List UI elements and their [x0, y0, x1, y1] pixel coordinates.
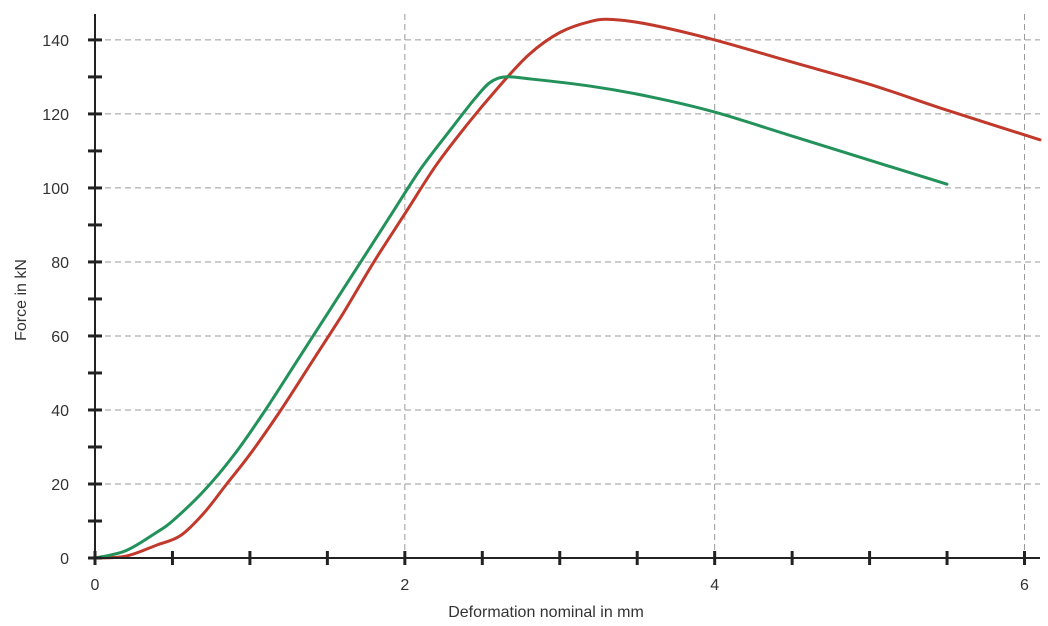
y-tick-label: 20 [51, 477, 69, 494]
x-tick-label: 6 [1020, 577, 1029, 594]
series-line-red [93, 17, 1042, 560]
plot-series [93, 17, 1042, 560]
x-axis-title: Deformation nominal in mm [448, 604, 644, 621]
y-tick-label: 100 [42, 181, 69, 198]
axis-ticks: 0 20 40 60 80 100 120 140 0 2 4 6 [42, 33, 1029, 594]
axes [94, 14, 1040, 559]
x-tick-label: 4 [710, 577, 719, 594]
y-tick-label: 140 [42, 33, 69, 50]
x-tick-label: 2 [400, 577, 409, 594]
y-tick-label: 120 [42, 107, 69, 124]
y-tick-label: 80 [51, 255, 69, 272]
y-tick-label: 40 [51, 403, 69, 420]
x-tick-label: 0 [91, 577, 100, 594]
y-axis-title: Force in kN [13, 259, 30, 341]
y-tick-label: 0 [60, 551, 69, 568]
series-line-green [93, 75, 949, 560]
grid [95, 14, 1040, 558]
y-tick-label: 60 [51, 329, 69, 346]
